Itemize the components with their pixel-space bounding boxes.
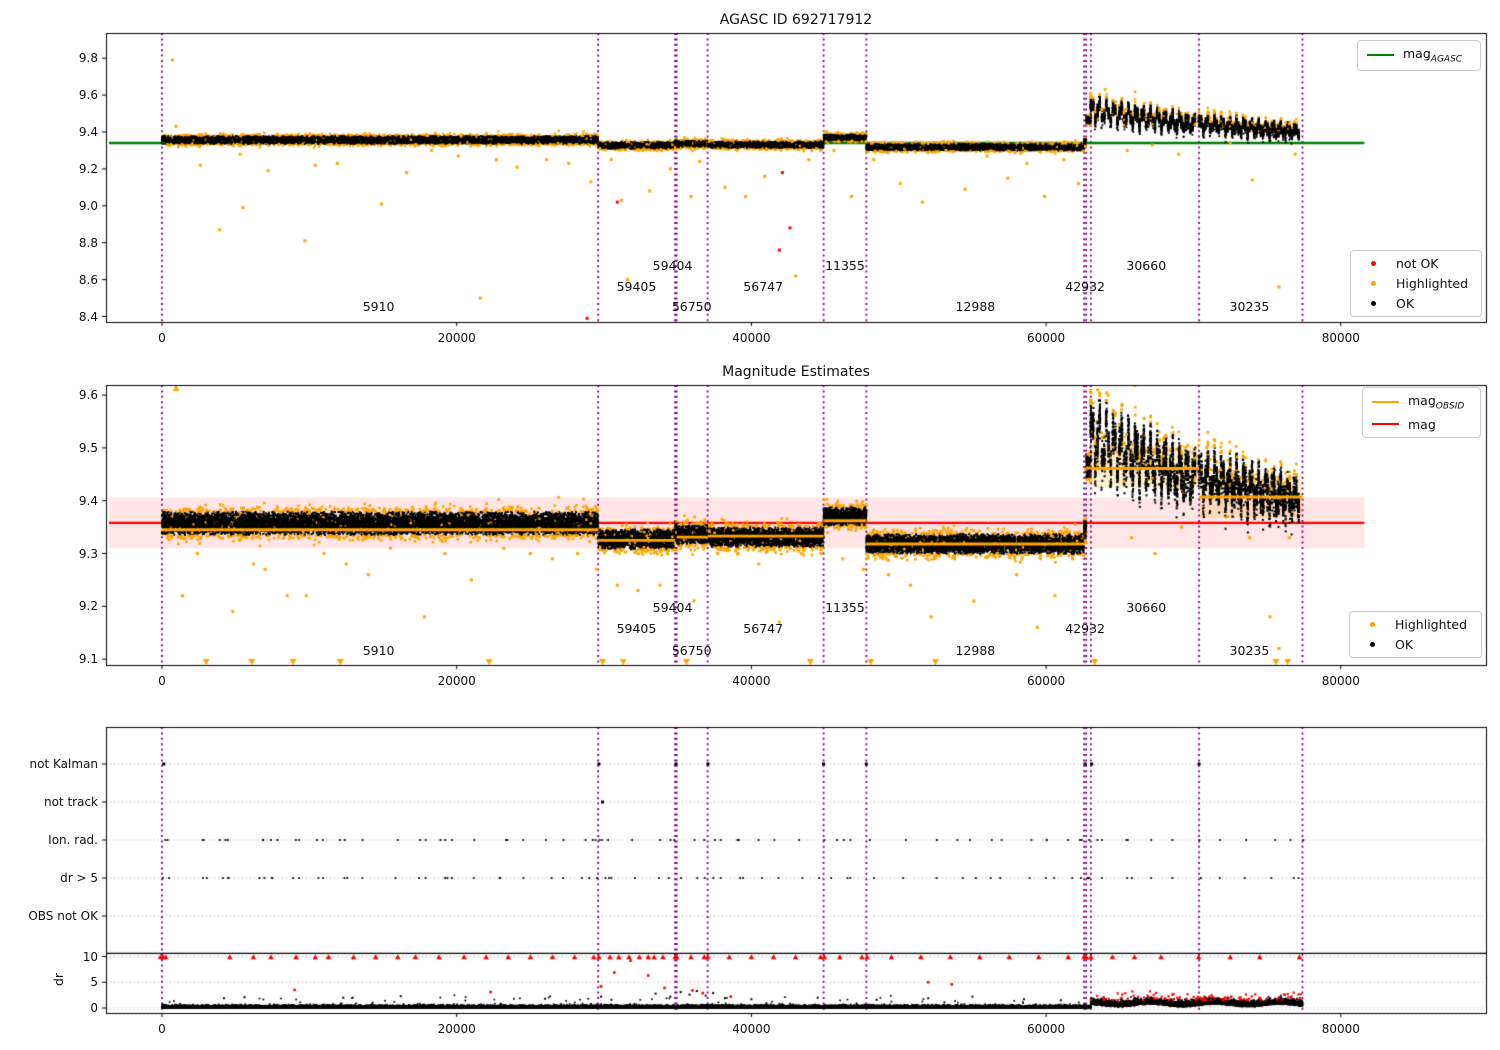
x-tick-label: 40000: [732, 331, 771, 345]
plot-title-top: AGASC ID 692717912: [719, 12, 873, 28]
y-tick-label: 9.0: [78, 198, 98, 213]
obsid-label: 56750: [671, 643, 712, 658]
obsid-label: 42932: [1065, 279, 1106, 294]
x-tick-label: 20000: [437, 331, 476, 345]
x-tick-label: 0: [158, 331, 166, 345]
category-label: not Kalman: [29, 757, 98, 771]
x-tick-label: 80000: [1321, 1022, 1360, 1036]
y-tick-label: 9.4: [78, 125, 98, 139]
y-tick-label: 9.2: [78, 599, 98, 614]
legend-mag-obsid: magOBSID mag: [1362, 387, 1481, 438]
legend-mag-agasc-entry-0: magAGASC: [1367, 46, 1471, 65]
obsid-label: 30235: [1229, 299, 1270, 314]
dr-tick-label: 5: [90, 975, 98, 990]
obsid-label: 30660: [1126, 600, 1167, 615]
legend-label: magOBSID: [1408, 393, 1465, 412]
obsid-label: 56747: [743, 621, 784, 636]
obsid-label: 11355: [825, 600, 865, 615]
legend-label: OK: [1396, 296, 1415, 311]
y-tick-label: 9.2: [78, 161, 98, 176]
legend-dot-swatch: [1360, 261, 1387, 266]
x-tick-label: 20000: [437, 674, 476, 688]
legend-label: magAGASC: [1403, 46, 1463, 65]
legend-top-points-entry-0: not OK: [1360, 256, 1472, 271]
x-tick-label: 60000: [1027, 674, 1066, 688]
x-tick-label: 0: [158, 1022, 166, 1036]
x-tick-label: 80000: [1321, 331, 1360, 345]
legend-top-points: not OK Highlighted OK: [1350, 250, 1482, 317]
y-tick-label: 9.5: [78, 440, 98, 455]
legend-dot-swatch: [1359, 642, 1386, 647]
legend-line-swatch: [1372, 423, 1399, 425]
x-tick-label: 20000: [437, 1022, 476, 1036]
obsid-label: 30660: [1126, 258, 1167, 273]
legend-mag-agasc: magAGASC: [1357, 40, 1481, 71]
y-tick-label: 9.8: [78, 51, 98, 66]
y-tick-label: 8.8: [78, 235, 98, 250]
legend-mid-points: Highlighted OK: [1349, 611, 1482, 658]
legend-line-swatch: [1372, 401, 1399, 404]
obsid-label: 56750: [671, 299, 712, 314]
legend-dot-swatch: [1359, 622, 1386, 627]
y-tick-label: 8.6: [78, 272, 98, 287]
y-tick-label: 9.6: [78, 88, 98, 103]
legend-label: Highlighted: [1395, 617, 1468, 632]
legend-mid-points-entry-0: Highlighted: [1359, 617, 1472, 632]
x-tick-label: 80000: [1321, 674, 1360, 688]
legend-top-points-entry-2: OK: [1360, 296, 1472, 311]
obsid-label: 56747: [743, 279, 784, 294]
x-tick-label: 40000: [732, 674, 771, 688]
obsid-label: 11355: [825, 258, 865, 273]
y-tick-label: 9.1: [78, 652, 98, 667]
legend-label: OK: [1395, 637, 1414, 652]
category-label: OBS not OK: [28, 909, 98, 923]
legend-line-swatch: [1367, 54, 1394, 57]
plot-title-middle: Magnitude Estimates: [722, 364, 870, 380]
legend-mag-obsid-entry-1: mag: [1372, 417, 1471, 432]
x-tick-label: 0: [158, 674, 166, 688]
obsid-label: 59405: [616, 279, 657, 294]
legend-dot-swatch: [1360, 281, 1387, 286]
legend-dot-swatch: [1360, 301, 1387, 306]
obsid-label: 12988: [955, 299, 996, 314]
legend-top-points-entry-1: Highlighted: [1360, 276, 1472, 291]
y-tick-label: 9.4: [78, 493, 98, 508]
y-tick-label: 8.4: [78, 309, 98, 324]
y-tick-label: 9.6: [78, 388, 98, 403]
obsid-label: 59404: [652, 600, 693, 615]
dr-tick-label: 10: [82, 949, 98, 964]
legend-label: mag: [1408, 416, 1436, 432]
legend-label: Highlighted: [1396, 276, 1469, 291]
category-label: dr > 5: [60, 871, 98, 885]
obsid-label: 5910: [362, 643, 395, 658]
category-label: not track: [43, 795, 98, 809]
obsid-label: 12988: [955, 643, 996, 658]
obsid-label: 59405: [616, 621, 657, 636]
dr-tick-label: 0: [90, 1001, 98, 1015]
x-tick-label: 40000: [732, 1022, 771, 1036]
legend-mag-obsid-entry-0: magOBSID: [1372, 393, 1471, 412]
x-tick-label: 60000: [1027, 331, 1066, 345]
x-tick-label: 60000: [1027, 1022, 1066, 1036]
obsid-label: 30235: [1229, 643, 1270, 658]
obsid-label: 59404: [652, 258, 693, 273]
y-tick-label: 9.3: [78, 546, 98, 561]
legend-label: not OK: [1396, 256, 1439, 271]
obsid-label: 42932: [1065, 621, 1106, 636]
obsid-label: 5910: [362, 299, 395, 314]
category-label: Ion. rad.: [48, 833, 98, 847]
legend-mid-points-entry-1: OK: [1359, 637, 1472, 652]
